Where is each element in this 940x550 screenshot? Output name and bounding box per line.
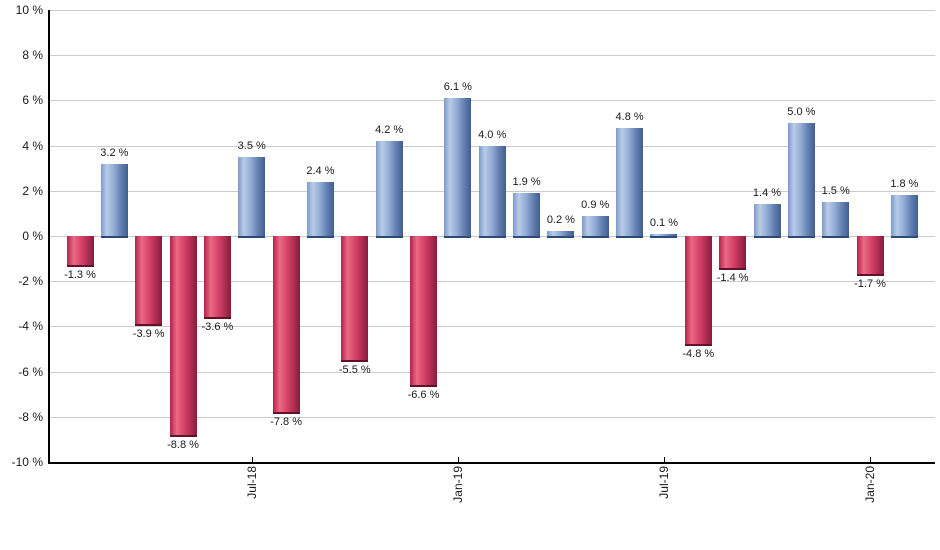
bar-value-label: 0.9 % (581, 198, 610, 211)
bar-value-label: -1.4 % (716, 271, 749, 284)
x-axis-tick (457, 457, 459, 462)
positive-bar (753, 204, 781, 238)
bar-value-label: 3.2 % (100, 146, 129, 159)
positive-bar (547, 231, 575, 238)
bar-value-label: -5.5 % (338, 364, 371, 377)
gridline (50, 100, 935, 102)
x-axis-tick-label: Jan-19 (450, 466, 465, 503)
gridline (50, 371, 935, 373)
gridline (50, 326, 935, 328)
x-axis-tick-label: Jul-19 (656, 466, 671, 499)
positive-bar (444, 98, 472, 238)
bar-value-label: 5.0 % (787, 106, 816, 118)
bar-value-label: -3.6 % (201, 321, 234, 334)
positive-bar (787, 123, 815, 238)
bar-value-label: -3.9 % (132, 328, 165, 341)
positive-bar (581, 215, 609, 238)
x-axis-tick (251, 457, 253, 462)
bar-value-label: 1.4 % (752, 187, 782, 200)
negative-bar (169, 236, 197, 437)
y-axis-tick-label: -4 % (18, 319, 43, 334)
positive-bar (478, 145, 506, 238)
gridline (50, 10, 935, 11)
positive-bar (238, 156, 266, 238)
bar-value-label: 1.8 % (890, 178, 919, 191)
negative-bar (203, 236, 231, 320)
x-axis-tick-label: Jan-20 (863, 466, 878, 503)
negative-bar (341, 236, 369, 363)
y-axis-tick-label: 4 % (22, 138, 43, 153)
positive-bar (375, 141, 403, 238)
positive-bar (650, 233, 678, 238)
bar-value-label: 4.8 % (615, 110, 644, 123)
y-axis-tick-label: 8 % (22, 48, 43, 63)
y-axis-line (48, 10, 50, 464)
gridline (50, 281, 935, 283)
y-axis-tick-label: -2 % (18, 274, 43, 289)
bar-value-label: -6.6 % (407, 389, 440, 402)
bar-value-label: 6.1 % (443, 81, 472, 94)
bar-value-label: -8.8 % (167, 438, 199, 451)
gridline (50, 55, 935, 57)
positive-bar (890, 195, 918, 238)
negative-bar (719, 236, 747, 270)
bar-value-label: 4.0 % (478, 128, 507, 141)
bar-value-label: 0.2 % (546, 214, 575, 227)
negative-bar (684, 236, 712, 347)
x-axis-tick (663, 457, 665, 462)
x-axis-tick (870, 457, 872, 462)
x-axis-tick-label: Jul-18 (244, 466, 259, 499)
bar-value-label: -4.8 % (682, 348, 715, 361)
y-axis-tick-label: -10 % (11, 455, 43, 469)
bar-value-label: -7.8 % (270, 416, 302, 429)
positive-bar (822, 202, 850, 238)
y-axis-tick-label: -6 % (18, 364, 43, 379)
y-axis-tick-label: 0 % (22, 229, 43, 243)
negative-bar (66, 236, 94, 268)
positive-bar (100, 163, 128, 238)
y-axis-tick-label: -8 % (18, 409, 43, 424)
negative-bar (410, 236, 437, 388)
x-axis-line (48, 462, 935, 464)
positive-bar (616, 127, 644, 238)
bar-value-label: -1.3 % (64, 269, 96, 282)
negative-bar (856, 236, 884, 277)
bar-value-label: 0.1 % (649, 216, 678, 229)
y-axis-tick-label: 10 % (15, 3, 43, 17)
bar-value-label: 1.5 % (821, 185, 850, 198)
y-axis-tick-label: 2 % (22, 183, 43, 198)
negative-bar (135, 236, 163, 327)
negative-bar (272, 236, 300, 415)
bar-value-label: 2.4 % (306, 164, 335, 177)
bar-value-label: 4.2 % (375, 124, 404, 137)
positive-bar (513, 193, 541, 238)
bar-value-label: 3.5 % (237, 139, 266, 152)
bar-value-label: 1.9 % (512, 176, 541, 189)
gridline (50, 416, 935, 418)
positive-bar (306, 181, 334, 238)
y-axis-tick-label: 6 % (22, 93, 43, 108)
bar-value-label: -1.7 % (854, 278, 886, 291)
